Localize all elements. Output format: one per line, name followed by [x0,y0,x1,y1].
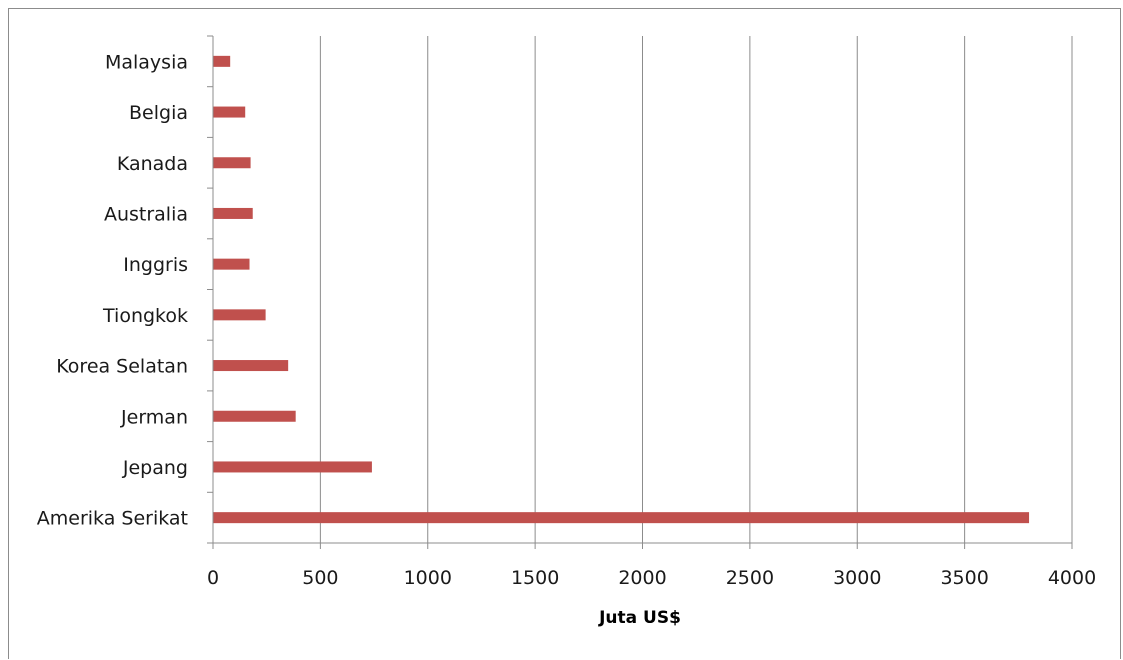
category-label: Belgia [129,102,188,124]
x-axis-title: Juta US$ [598,608,681,628]
x-tick-label: 3500 [940,567,988,589]
bar [213,157,251,169]
gridlines [319,36,1073,543]
axes [207,35,1073,549]
category-label: Australia [104,203,188,225]
x-tick-label: 0 [207,567,219,589]
bar [213,410,296,422]
x-tick-label: 4000 [1048,567,1096,589]
x-tick-label: 1500 [511,567,559,589]
category-label: Malaysia [105,51,188,73]
category-label: Inggris [123,254,188,276]
bar [213,106,246,118]
category-label: Korea Selatan [56,356,188,378]
category-label: Kanada [117,153,188,175]
bar [213,207,253,219]
chart-frame [8,8,1121,659]
category-label: Tiongkok [102,305,188,327]
x-tick-label: 1000 [404,567,452,589]
category-labels: Malaysia Belgia Kanada Australia Inggris Tion… [37,51,188,529]
bar [213,258,250,270]
bar [213,360,289,372]
bars [213,55,1030,524]
category-label: Jepang [122,457,188,479]
bar [213,309,266,321]
x-tick-label: 500 [302,567,338,589]
x-tick-label: 2000 [618,567,666,589]
bar [213,461,372,473]
bar [213,55,231,67]
tick-labels: 0 500 1000 1500 2000 2500 3000 3500 4000 [207,567,1096,589]
x-tick-label: 2500 [726,567,774,589]
category-label: Jerman [120,406,188,428]
x-tick-label: 3000 [833,567,881,589]
category-label: Amerika Serikat [37,508,188,530]
bar [213,512,1030,524]
